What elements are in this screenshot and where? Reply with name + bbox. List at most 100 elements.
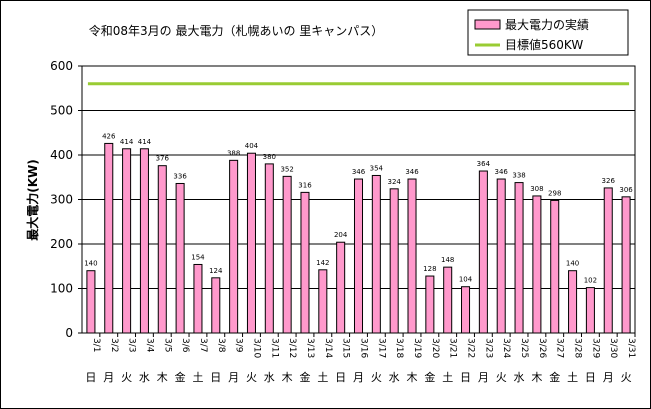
weekday-label: 日 xyxy=(460,371,471,384)
x-tick-label: 3/5 xyxy=(162,338,172,352)
bar xyxy=(443,266,453,334)
bar xyxy=(300,191,310,334)
weekday-label: 火 xyxy=(246,371,257,384)
bar xyxy=(461,286,471,334)
weekday-label: 土 xyxy=(442,371,453,384)
weekday-label: 月 xyxy=(353,371,364,384)
x-tick-label: 3/3 xyxy=(127,338,137,352)
x-tick-label: 3/28 xyxy=(573,338,583,358)
bar xyxy=(603,187,613,334)
y-tick-label: 200 xyxy=(50,237,73,251)
bar xyxy=(157,165,167,334)
weekday-label: 土 xyxy=(192,371,203,384)
data-label: 124 xyxy=(209,267,223,275)
x-tick-label: 3/27 xyxy=(555,338,565,358)
x-tick-label: 3/13 xyxy=(305,338,315,358)
x-tick-label: 3/18 xyxy=(394,338,404,358)
bar xyxy=(229,159,239,334)
y-axis-label: 最大電力(KW) xyxy=(25,159,40,241)
data-label: 102 xyxy=(584,277,597,285)
y-tick-label: 300 xyxy=(50,193,73,207)
x-tick-label: 3/8 xyxy=(216,338,226,353)
data-label: 338 xyxy=(512,172,525,180)
x-tick-label: 3/1 xyxy=(91,338,101,352)
data-label: 140 xyxy=(566,260,579,268)
legend-target-label: 目標値560KW xyxy=(505,37,583,52)
data-label: 414 xyxy=(120,138,134,146)
weekday-label: 木 xyxy=(282,371,293,384)
chart-title: 令和08年3月の 最大電力（札幌あいの 里キャンパス） xyxy=(89,23,384,38)
data-label: 404 xyxy=(245,142,259,150)
weekday-label: 金 xyxy=(299,370,310,384)
x-tick-label: 3/14 xyxy=(323,338,333,358)
weekday-label: 木 xyxy=(157,371,168,384)
x-tick-label: 3/30 xyxy=(608,338,618,358)
bar xyxy=(175,182,185,334)
weekday-label: 火 xyxy=(121,371,132,384)
weekday-label: 土 xyxy=(317,371,328,384)
weekday-label: 土 xyxy=(567,371,578,384)
x-tick-label: 3/24 xyxy=(501,338,511,358)
weekday-label: 日 xyxy=(585,371,596,384)
weekday-label: 日 xyxy=(85,371,96,384)
bar xyxy=(193,263,203,334)
bar xyxy=(264,163,274,334)
data-label: 128 xyxy=(423,265,436,273)
bar xyxy=(353,178,364,334)
weekday-label: 日 xyxy=(335,371,346,384)
weekday-label: 月 xyxy=(103,371,114,384)
bar xyxy=(478,170,488,334)
bar xyxy=(568,270,578,334)
x-tick-label: 3/11 xyxy=(269,338,279,358)
x-tick-label: 3/16 xyxy=(359,338,369,358)
x-tick-label: 3/31 xyxy=(626,338,636,358)
data-label: 352 xyxy=(280,165,293,173)
x-tick-label: 3/10 xyxy=(251,338,261,358)
bar xyxy=(532,195,542,334)
x-tick-label: 3/19 xyxy=(412,338,422,358)
weekday-label: 月 xyxy=(228,371,239,384)
data-label: 336 xyxy=(173,172,187,180)
data-label: 388 xyxy=(227,149,240,157)
data-label: 142 xyxy=(316,259,329,267)
x-tick-label: 3/21 xyxy=(448,338,458,358)
data-label: 346 xyxy=(352,168,366,176)
weekday-label: 木 xyxy=(407,371,418,384)
x-tick-label: 3/20 xyxy=(430,338,440,358)
bars-layer xyxy=(86,82,631,334)
data-label: 316 xyxy=(298,181,312,189)
data-label: 204 xyxy=(334,231,348,239)
bar xyxy=(496,178,506,334)
weekday-label: 火 xyxy=(496,371,507,384)
x-tick-label: 3/12 xyxy=(287,338,297,358)
weekday-label: 月 xyxy=(478,371,489,384)
bar xyxy=(550,199,560,334)
data-label: 380 xyxy=(263,153,276,161)
bar xyxy=(389,188,399,334)
bar xyxy=(139,148,149,334)
bar xyxy=(122,148,132,334)
y-tick-label: 100 xyxy=(50,282,73,296)
bar xyxy=(104,142,114,334)
data-label: 426 xyxy=(102,132,116,140)
y-tick-label: 0 xyxy=(65,326,73,340)
y-tick-label: 600 xyxy=(50,59,73,73)
weekday-label: 火 xyxy=(621,371,632,384)
x-tick-label: 3/26 xyxy=(537,338,547,358)
x-tick-label: 3/7 xyxy=(198,338,208,352)
data-label: 306 xyxy=(619,186,633,194)
data-label: 154 xyxy=(191,253,205,261)
bar xyxy=(514,182,524,334)
legend: 最大電力の実績 目標値560KW xyxy=(467,9,629,56)
weekday-label: 金 xyxy=(424,370,435,384)
weekday-label: 日 xyxy=(210,371,221,384)
data-label: 346 xyxy=(495,168,509,176)
bar xyxy=(211,277,221,334)
weekday-label: 水 xyxy=(264,371,275,384)
data-label: 414 xyxy=(138,138,152,146)
data-label: 364 xyxy=(477,160,491,168)
y-tick-label: 500 xyxy=(50,104,73,118)
x-tick-label: 3/4 xyxy=(144,338,154,353)
data-label: 354 xyxy=(370,164,384,172)
